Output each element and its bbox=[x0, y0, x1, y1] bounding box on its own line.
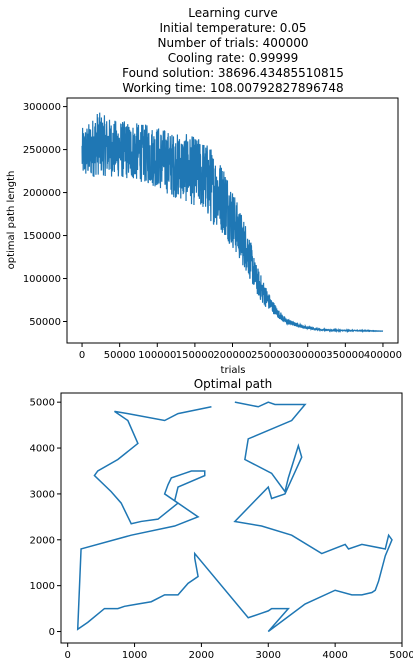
x-tick-label: 350000 bbox=[326, 350, 364, 361]
learning-curve-chart: Learning curve Initial temperature: 0.05… bbox=[6, 6, 402, 376]
title-line-2: Initial temperature: 0.05 bbox=[159, 21, 306, 35]
x-tick-label: 100000 bbox=[138, 350, 176, 361]
x-tick-label: 300000 bbox=[289, 350, 327, 361]
y-tick-label: 4000 bbox=[30, 444, 55, 455]
optimal-path-plot-area: 0 1000 2000 3000 4000 5000 0 1000 2000 3000 4000 50… bbox=[30, 398, 413, 661]
optimal-path-frame bbox=[60, 392, 403, 644]
x-tick-label: 0 bbox=[79, 350, 85, 361]
y-axis-label: optimal path length bbox=[6, 171, 17, 270]
learning-curve-frame bbox=[66, 97, 399, 344]
optimal-path-line bbox=[76, 401, 393, 633]
y-tick-label: 3000 bbox=[30, 489, 55, 500]
optimal-path-chart: Optimal path 0 1000 2000 3000 4000 5000 0 1000 2… bbox=[30, 377, 413, 661]
y-tick-label: 2000 bbox=[30, 535, 55, 546]
x-tick-label: 150000 bbox=[176, 350, 214, 361]
title-line-4: Cooling rate: 0.99999 bbox=[168, 51, 299, 65]
x-tick-label: 2000 bbox=[189, 650, 214, 661]
y-tick-label: 200000 bbox=[23, 188, 61, 199]
x-tick-label: 50000 bbox=[104, 350, 136, 361]
x-tick-label: 400000 bbox=[364, 350, 402, 361]
title-line-5: Found solution: 38696.43485510815 bbox=[122, 66, 344, 80]
learning-curve-title: Learning curve Initial temperature: 0.05… bbox=[122, 6, 344, 95]
x-tick-label: 1000 bbox=[122, 650, 147, 661]
y-tick-label: 50000 bbox=[29, 317, 61, 328]
x-tick-label: 3000 bbox=[256, 650, 281, 661]
x-tick-label: 4000 bbox=[322, 650, 347, 661]
x-tick-label: 250000 bbox=[251, 350, 289, 361]
y-tick-label: 5000 bbox=[30, 398, 55, 409]
learning-curve-plot-area: 0 50000 100000 150000 200000 250000 300000 3500… bbox=[23, 102, 402, 361]
y-tick-label: 1000 bbox=[30, 581, 55, 592]
x-axis-label: trials bbox=[221, 365, 246, 376]
title-line-3: Number of trials: 400000 bbox=[158, 36, 309, 50]
x-tick-label: 200000 bbox=[213, 350, 251, 361]
y-tick-label: 0 bbox=[49, 627, 55, 638]
title-line-6: Working time: 108.00792827896748 bbox=[122, 81, 343, 95]
x-tick-label: 5000 bbox=[389, 650, 413, 661]
title-line-1: Learning curve bbox=[188, 6, 278, 20]
x-tick-label: 0 bbox=[64, 650, 70, 661]
optimal-path-title: Optimal path bbox=[194, 377, 273, 391]
y-tick-label: 300000 bbox=[23, 102, 61, 113]
y-tick-label: 100000 bbox=[23, 274, 61, 285]
y-tick-label: 150000 bbox=[23, 231, 61, 242]
learning-curve-line bbox=[81, 112, 384, 334]
y-tick-label: 250000 bbox=[23, 145, 61, 156]
